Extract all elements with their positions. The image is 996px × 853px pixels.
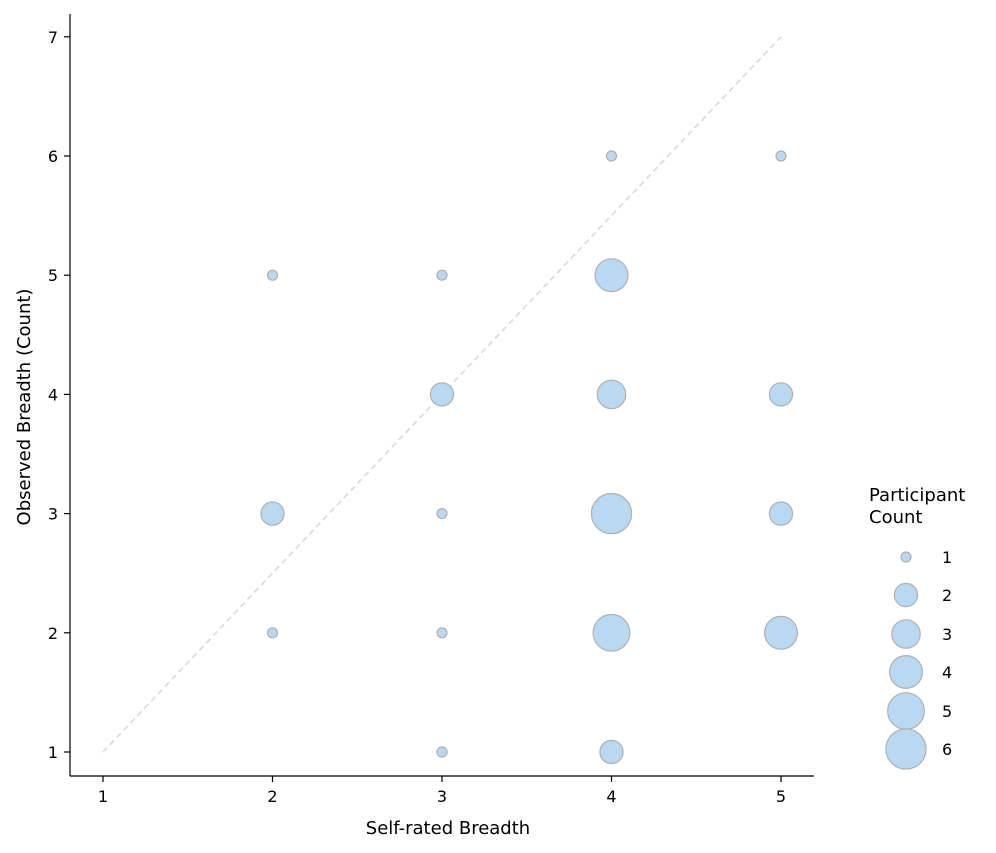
legend-label: 6 <box>942 740 952 759</box>
x-axis-label: Self-rated Breadth <box>366 818 530 839</box>
data-point <box>596 379 627 410</box>
x-tick-label: 1 <box>98 787 108 806</box>
y-axis-label: Observed Breadth (Count) <box>14 289 35 526</box>
y-tick-label: 1 <box>48 743 58 762</box>
data-point <box>436 507 448 520</box>
data-point <box>266 269 279 281</box>
data-point <box>768 501 794 526</box>
x-tick-label: 3 <box>437 787 447 806</box>
axes: 1 2 3 4 5 1 2 3 4 5 6 7 <box>48 14 814 806</box>
data-point <box>266 627 279 639</box>
data-point <box>260 501 285 526</box>
legend-marker <box>900 551 912 563</box>
x-tick-label: 5 <box>776 787 786 806</box>
legend-label: 3 <box>942 625 952 644</box>
data-point <box>436 269 448 281</box>
legend-marker <box>885 728 927 770</box>
legend-marker <box>891 619 921 649</box>
data-point <box>429 382 455 407</box>
axis-labels: Self-rated Breadth Observed Breadth (Cou… <box>14 289 530 839</box>
legend-marker <box>888 654 923 689</box>
data-point <box>436 627 448 639</box>
legend-label: 4 <box>942 663 952 682</box>
y-tick-label: 7 <box>48 28 58 47</box>
legend-title-line-2: Count <box>869 507 922 528</box>
legend-label: 5 <box>942 702 952 721</box>
data-point <box>599 739 624 765</box>
legend-title-line-1: Participant <box>869 485 965 506</box>
y-tick-label: 5 <box>48 266 58 285</box>
legend-label: 2 <box>942 586 952 605</box>
legend-marker <box>887 692 925 730</box>
y-tick-label: 4 <box>48 385 58 404</box>
legend: Participant Count 1 2 3 4 5 6 <box>869 485 965 770</box>
y-tick-label: 3 <box>48 505 58 524</box>
data-points <box>260 150 798 765</box>
data-point <box>594 258 629 293</box>
data-point <box>768 382 794 407</box>
data-point <box>763 615 798 650</box>
data-point <box>775 150 787 162</box>
legend-marker <box>893 582 919 608</box>
y-tick-label: 2 <box>48 624 58 643</box>
x-tick-label: 4 <box>606 787 616 806</box>
data-point <box>592 613 631 652</box>
data-point <box>605 150 618 162</box>
data-point <box>590 492 633 535</box>
data-point <box>436 746 448 758</box>
legend-label: 1 <box>942 548 952 567</box>
x-tick-label: 2 <box>267 787 277 806</box>
y-tick-label: 6 <box>48 147 58 166</box>
